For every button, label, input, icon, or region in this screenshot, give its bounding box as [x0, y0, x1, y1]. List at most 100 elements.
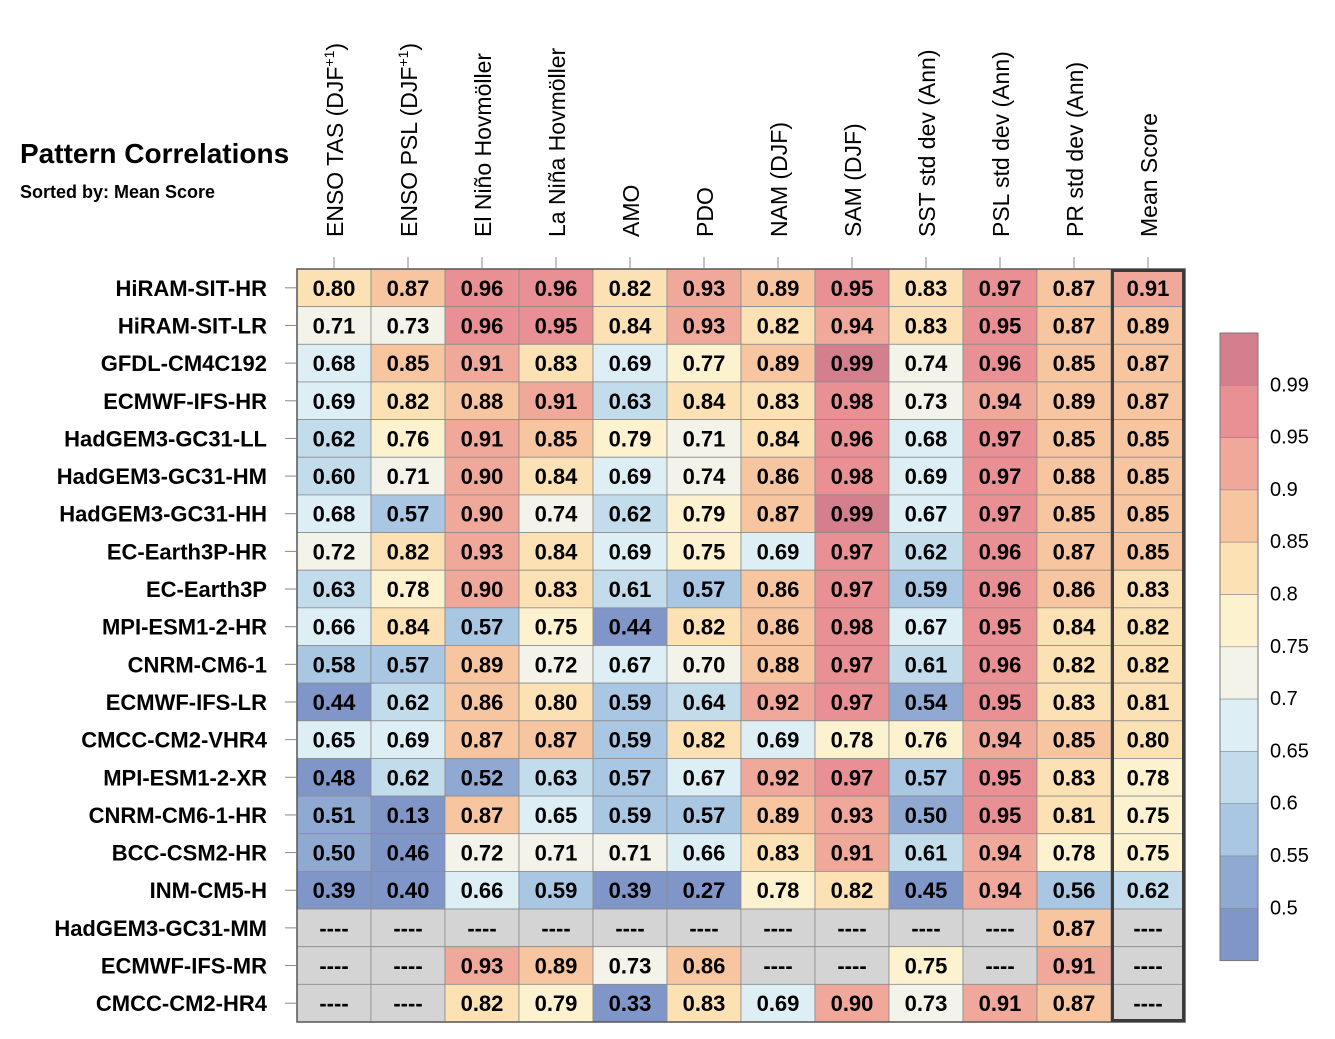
cell-value-label: 0.71 — [387, 464, 430, 489]
row-label: GFDL-CM4C192 — [101, 351, 267, 376]
heatmap-cell — [370, 456, 446, 496]
cell-value-label: 0.71 — [683, 426, 726, 451]
cell-value-label: 0.96 — [979, 539, 1022, 564]
colorbar-tick-label: 0.7 — [1270, 688, 1298, 710]
heatmap-cell — [814, 569, 890, 609]
cell-value-label: 0.95 — [979, 690, 1022, 715]
cell-value-label: 0.80 — [1127, 728, 1170, 753]
cell-value-label: 0.89 — [535, 954, 578, 979]
heatmap-cell — [370, 908, 446, 948]
heatmap-cell — [1110, 795, 1186, 835]
heatmap-cell — [444, 532, 520, 571]
cell-value-label: 0.82 — [461, 991, 504, 1016]
cell-value-label: 0.78 — [757, 878, 800, 903]
heatmap-cell — [518, 758, 594, 797]
cell-value-label: 0.91 — [1053, 954, 1096, 979]
column-label: Mean Score — [1136, 113, 1162, 237]
cell-value-label: 0.45 — [905, 878, 948, 903]
cell-value-label: 0.88 — [461, 389, 504, 414]
cell-value-label: 0.79 — [535, 991, 578, 1016]
heatmap-cell — [370, 795, 446, 835]
heatmap-cell — [296, 569, 372, 609]
heatmap-cell — [962, 268, 1038, 308]
colorbar-bin — [1219, 437, 1259, 491]
cell-value-label: ---- — [763, 916, 792, 941]
cell-value-label: 0.88 — [757, 652, 800, 677]
cell-value-label: 0.94 — [979, 841, 1023, 866]
heatmap-cell — [1036, 343, 1112, 383]
heatmap-cell — [296, 682, 372, 722]
cell-value-label: 0.83 — [683, 991, 726, 1016]
heatmap-cell — [888, 946, 964, 985]
colorbar-bin — [1219, 384, 1259, 438]
heatmap-cell — [814, 607, 890, 646]
cell-value-label: 0.96 — [979, 351, 1022, 376]
cell-value-label: 0.87 — [535, 728, 578, 753]
heatmap-cell — [888, 268, 964, 308]
row-label: MPI-ESM1-2-XR — [103, 765, 267, 790]
heatmap-cell — [888, 758, 964, 797]
cell-value-label: 0.73 — [387, 313, 430, 338]
cell-value-label: 0.89 — [1053, 389, 1096, 414]
cell-value-label: 0.59 — [905, 577, 948, 602]
heatmap-cell — [370, 682, 446, 722]
cell-value-label: 0.89 — [461, 652, 504, 677]
cell-value-label: 0.96 — [979, 577, 1022, 602]
cell-value-label: 0.40 — [387, 878, 430, 903]
cell-value-label: 0.96 — [535, 276, 578, 301]
cell-value-label: 0.98 — [831, 389, 874, 414]
heatmap-cell — [962, 569, 1038, 609]
cell-value-label: ---- — [319, 991, 348, 1016]
cell-value-label: 0.73 — [609, 954, 652, 979]
heatmap-cell — [814, 908, 890, 948]
row-label: ECMWF-IFS-LR — [106, 690, 267, 715]
cell-value-label: 0.89 — [757, 276, 800, 301]
cell-value-label: 0.87 — [1053, 539, 1096, 564]
cell-value-label: 0.78 — [1053, 841, 1096, 866]
cell-value-label: 0.85 — [1053, 426, 1096, 451]
cell-value-label: 0.67 — [905, 615, 948, 640]
heatmap-cell — [444, 983, 520, 1023]
cell-value-label: 0.84 — [609, 313, 653, 338]
cell-value-label: 0.79 — [683, 502, 726, 527]
cell-value-label: 0.82 — [387, 539, 430, 564]
cell-value-label: ---- — [1133, 916, 1162, 941]
heatmap-cell — [592, 871, 668, 910]
cell-value-label: 0.71 — [535, 841, 578, 866]
cell-value-label: 0.71 — [609, 841, 652, 866]
cell-value-label: 0.59 — [609, 803, 652, 828]
cell-value-label: 0.82 — [1127, 615, 1170, 640]
heatmap-cell — [740, 645, 816, 684]
cell-value-label: 0.65 — [313, 728, 356, 753]
cell-value-label: 0.90 — [461, 502, 504, 527]
cell-value-label: 0.91 — [1127, 276, 1170, 301]
heatmap-cell — [1036, 494, 1112, 533]
cell-value-label: 0.94 — [979, 728, 1023, 753]
heatmap-cell — [814, 758, 890, 797]
cell-value-label: 0.61 — [905, 841, 948, 866]
cell-value-label: 0.56 — [1053, 878, 1096, 903]
cell-value-label: 0.85 — [387, 351, 430, 376]
cell-value-label: 0.33 — [609, 991, 652, 1016]
cell-value-label: 0.97 — [831, 539, 874, 564]
heatmap-cell — [962, 532, 1038, 571]
cell-value-label: 0.96 — [979, 652, 1022, 677]
cell-value-label: 0.94 — [979, 878, 1023, 903]
heatmap-cell — [444, 908, 520, 948]
cell-value-label: 0.87 — [1053, 313, 1096, 338]
colorbar-bin — [1219, 646, 1259, 700]
cell-value-label: 0.84 — [757, 426, 801, 451]
heatmap-cell — [888, 532, 964, 571]
heatmap-cell — [1110, 532, 1186, 571]
cell-value-label: 0.79 — [609, 426, 652, 451]
heatmap-cell — [1036, 532, 1112, 571]
heatmap-cell — [814, 494, 890, 533]
cell-value-label: 0.67 — [905, 502, 948, 527]
cell-value-label: 0.68 — [313, 502, 356, 527]
cell-value-label: 0.87 — [461, 803, 504, 828]
heatmap-cell — [962, 758, 1038, 797]
cell-value-label: 0.83 — [757, 389, 800, 414]
cell-value-label: 0.95 — [535, 313, 578, 338]
cell-value-label: ---- — [393, 991, 422, 1016]
cell-value-label: 0.65 — [535, 803, 578, 828]
